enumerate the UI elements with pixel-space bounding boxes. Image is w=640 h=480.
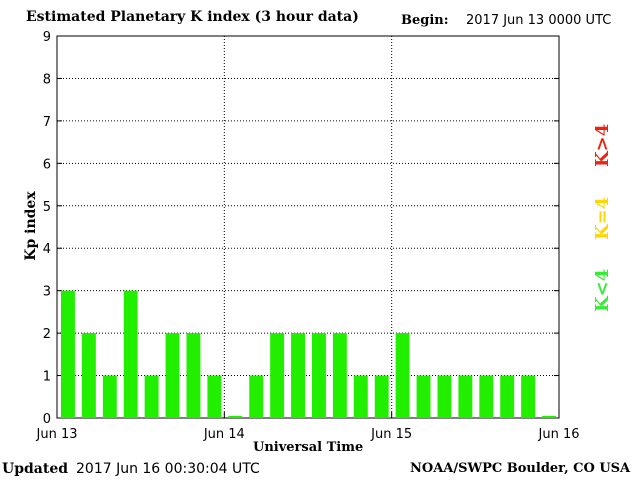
x-tick-label: Jun 15: [370, 427, 412, 442]
chart-title: Estimated Planetary K index (3 hour data…: [26, 9, 359, 25]
kp-bar: [479, 375, 494, 418]
y-tick-label: 9: [43, 30, 51, 45]
kp-bar: [374, 375, 389, 418]
y-tick-label: 7: [43, 115, 51, 130]
kp-bar: [437, 375, 452, 418]
kp-bar: [416, 375, 431, 418]
begin-label: Begin:: [401, 13, 449, 28]
x-axis-label: Universal Time: [253, 440, 364, 455]
begin-value: 2017 Jun 13 0000 UTC: [466, 13, 612, 28]
y-tick-label: 4: [43, 242, 51, 257]
kp-bar: [207, 375, 222, 418]
kp-bar: [542, 415, 556, 418]
kp-bar: [165, 333, 180, 418]
plot-frame: [56, 35, 560, 419]
kp-bar: [123, 290, 138, 418]
kp-bar: [458, 375, 473, 418]
kp-bar: [312, 333, 326, 418]
y-tick-label: 8: [43, 72, 51, 87]
x-tick-label: Jun 16: [538, 427, 580, 442]
kp-bar: [228, 415, 243, 418]
x-tick-label: Jun 13: [36, 427, 78, 442]
kp-bar: [521, 375, 536, 418]
updated-label: Updated: [2, 461, 69, 477]
credit-text: NOAA/SWPC Boulder, CO USA: [410, 461, 631, 476]
legend-high: K>4: [592, 123, 613, 167]
kp-bar: [332, 333, 347, 418]
kp-bar: [81, 333, 96, 418]
kp-bar: [249, 375, 264, 418]
kp-bar: [500, 375, 515, 418]
y-tick-label: 1: [43, 370, 51, 385]
y-tick-label: 0: [43, 412, 51, 427]
y-tick-label: 6: [43, 157, 51, 172]
y-tick-label: 2: [43, 327, 51, 342]
legend-mid: K=4: [592, 196, 613, 240]
y-tick-label: 5: [43, 200, 51, 215]
x-tick-label: Jun 14: [203, 427, 245, 442]
y-tick-label: 3: [43, 285, 51, 300]
kp-bar: [186, 333, 201, 418]
y-axis-label: Kp index: [23, 191, 39, 261]
legend-low: K<4: [592, 268, 613, 312]
kp-bar: [144, 375, 159, 418]
kp-bar: [291, 333, 305, 418]
kp-bar: [395, 333, 410, 418]
kp-bar: [270, 333, 285, 418]
kp-bar: [353, 375, 368, 418]
updated-value: 2017 Jun 16 00:30:04 UTC: [76, 461, 260, 477]
kp-bar: [102, 375, 117, 418]
kp-bar: [61, 290, 75, 418]
